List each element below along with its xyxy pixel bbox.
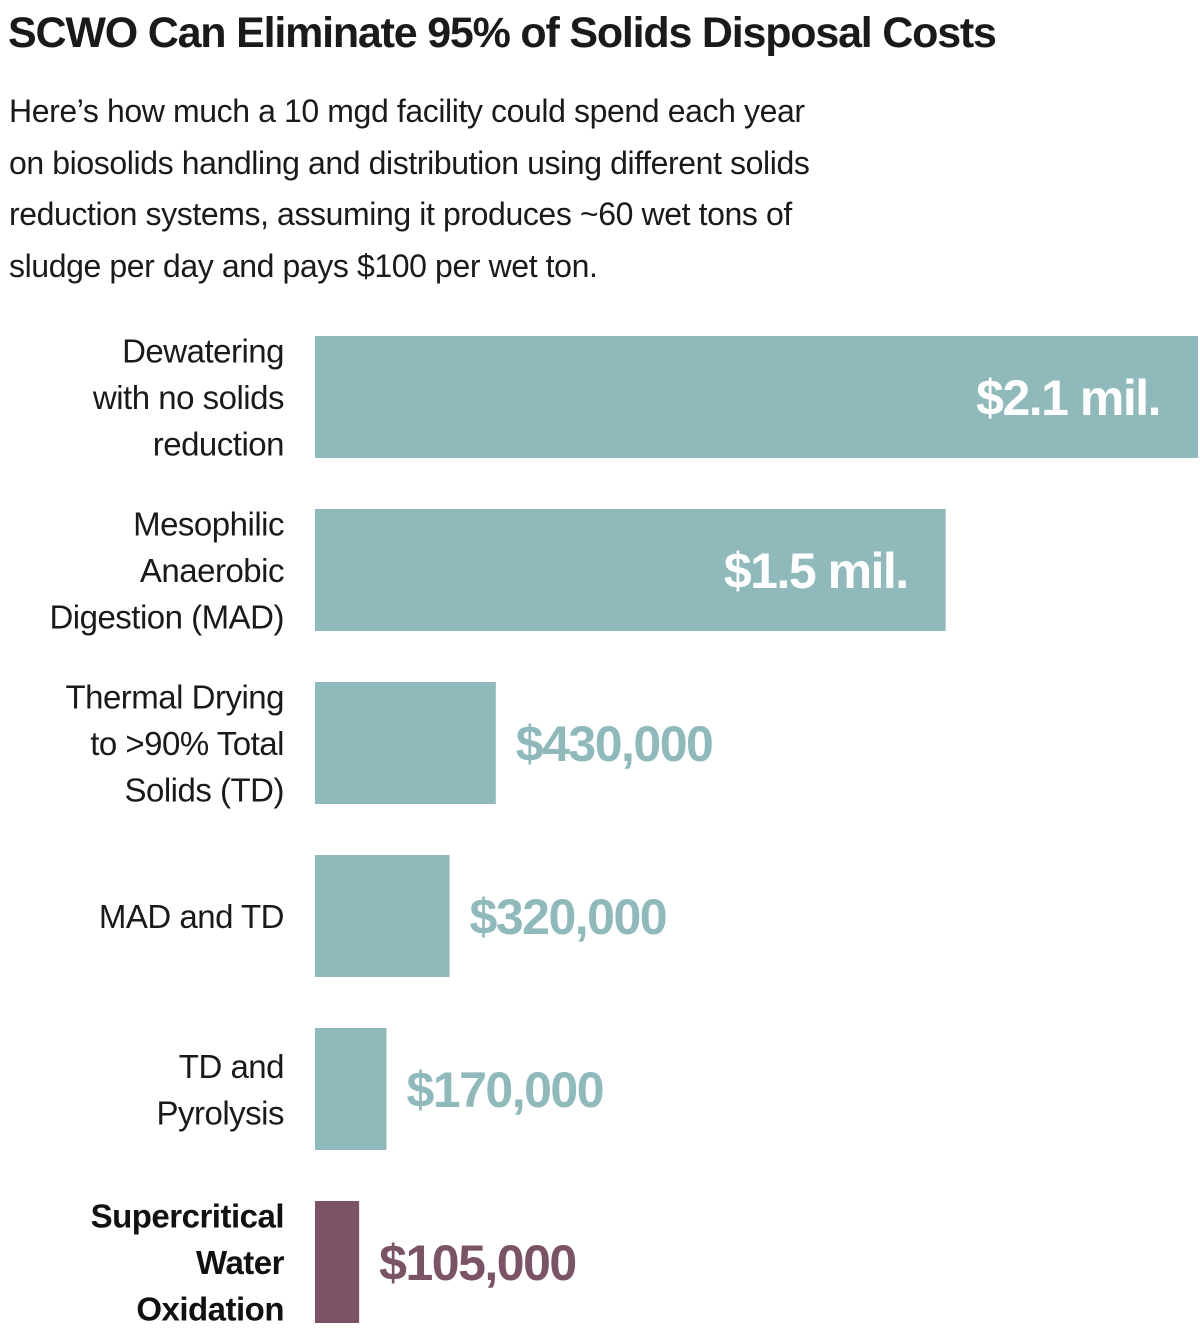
category-label-line: Solids (TD)	[124, 772, 284, 809]
subtitle-line: on biosolids handling and distribution u…	[9, 144, 810, 181]
bar	[315, 1201, 360, 1323]
category-label-line: MAD and TD	[99, 898, 284, 935]
category-label-line: Dewatering	[122, 333, 284, 370]
category-label: Dewatering with no solids reduction	[92, 333, 284, 463]
value-label: $320,000	[470, 889, 667, 945]
category-label-line: Supercritical	[91, 1198, 284, 1235]
category-label-line: Digestion (MAD)	[49, 599, 284, 636]
subtitle-line: Here’s how much a 10 mgd facility could …	[9, 93, 805, 129]
value-label: $1.5 mil.	[724, 543, 908, 599]
bar	[315, 1028, 387, 1150]
subtitle-line: reduction systems, assuming it produces …	[9, 196, 792, 232]
category-label: TD and Pyrolysis	[156, 1048, 284, 1132]
category-label-line: to >90% Total	[90, 725, 284, 762]
chart-subtitle: Here’s how much a 10 mgd facility could …	[9, 86, 1009, 292]
chart-title: SCWO Can Eliminate 95% of Solids Disposa…	[8, 9, 997, 57]
category-label-line: Anaerobic	[140, 552, 284, 589]
category-label-line: Water	[196, 1244, 285, 1281]
value-label: $105,000	[379, 1235, 576, 1291]
value-label: $170,000	[406, 1062, 603, 1118]
category-label-line: Thermal Drying	[65, 679, 284, 716]
category-label-line: with no solids	[92, 379, 284, 416]
category-label: Mesophilic Anaerobic Digestion (MAD)	[49, 506, 284, 636]
category-label: Thermal Drying to >90% Total Solids (TD)	[65, 679, 284, 809]
category-label-line: Mesophilic	[133, 506, 284, 543]
category-label-line: reduction	[153, 426, 284, 463]
value-label: $2.1 mil.	[976, 370, 1160, 426]
bar	[315, 855, 450, 977]
category-label: Supercritical Water Oxidation	[91, 1198, 285, 1328]
bar	[315, 682, 496, 804]
category-label-line: Pyrolysis	[156, 1094, 284, 1131]
category-label: MAD and TD	[99, 898, 284, 935]
value-label: $430,000	[516, 716, 713, 772]
category-label-line: Oxidation	[136, 1291, 284, 1328]
bar	[315, 336, 1198, 458]
category-label-line: TD and	[179, 1048, 284, 1085]
bar	[315, 509, 946, 631]
subtitle-line: sludge per day and pays $100 per wet ton…	[9, 247, 598, 284]
